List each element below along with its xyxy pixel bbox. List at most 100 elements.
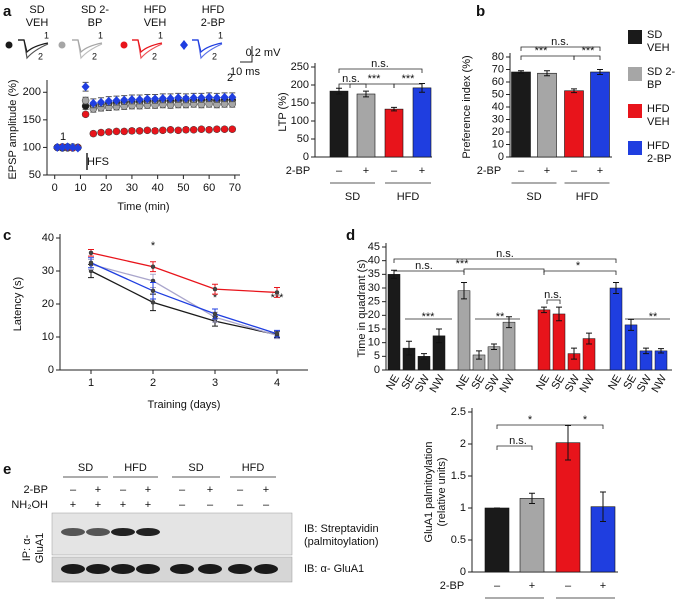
- legend-marker: [5, 41, 13, 49]
- error-bar: [529, 492, 535, 505]
- error-bar: [363, 90, 369, 98]
- error-bar: [406, 340, 412, 356]
- point: [197, 125, 206, 133]
- bar: [519, 498, 545, 573]
- trace-label: 2: [152, 51, 157, 61]
- treatment-sign: –: [120, 484, 127, 496]
- annotation: ***: [368, 73, 382, 85]
- x-tick-label: 60: [203, 182, 215, 194]
- bracket: [338, 68, 423, 73]
- error-bar: [565, 424, 571, 461]
- point: [89, 98, 98, 108]
- legend-label: HFD VEH: [143, 4, 167, 29]
- y-tick-label: 150: [23, 114, 41, 126]
- bar: [564, 90, 584, 158]
- point: [220, 125, 229, 133]
- error-bar: [600, 491, 606, 522]
- treatment-sign: –: [179, 499, 186, 511]
- bracket: [496, 424, 569, 429]
- y-tick-label: 45: [368, 241, 380, 253]
- y-tick-label: 100: [291, 115, 309, 127]
- y-tick-label: 10: [42, 331, 54, 343]
- point: [120, 95, 129, 105]
- point: [182, 126, 190, 134]
- quadrant-label: NW: [650, 372, 670, 394]
- trace: [132, 39, 163, 54]
- annotation: n.s.: [496, 248, 514, 260]
- y-tick-label: 200: [291, 79, 309, 91]
- blot-group-label: HFD: [124, 462, 147, 474]
- bracket: [496, 445, 533, 450]
- treatment-sign: –: [336, 165, 343, 177]
- point: [68, 142, 77, 152]
- error-bar: [643, 347, 649, 355]
- y-tick-label: 30: [42, 265, 54, 277]
- point: [88, 250, 94, 256]
- treatment-sign: +: [145, 484, 151, 496]
- annotation: n.s.: [342, 73, 360, 85]
- y-axis-label: GluA1 palmitoylation (relative units): [423, 441, 448, 543]
- annotation: ***: [582, 45, 596, 57]
- y-tick-label: 35: [368, 268, 380, 280]
- bar: [654, 350, 668, 371]
- annotation: n.s.: [371, 58, 389, 70]
- group-label: SD: [507, 606, 522, 607]
- treatment-sign: –: [70, 484, 77, 496]
- treatment-sign: +: [263, 484, 269, 496]
- point: [150, 288, 156, 294]
- legend-label: SD 2-BP: [647, 66, 676, 91]
- annotation: 10 ms: [230, 66, 260, 78]
- point: [220, 92, 229, 102]
- point: [213, 125, 221, 133]
- point: [174, 93, 183, 103]
- quadrant-label: NE: [606, 373, 624, 392]
- error-bar: [544, 70, 550, 77]
- point: [112, 96, 121, 106]
- point: [205, 126, 213, 134]
- annotation: n.s.: [544, 289, 562, 301]
- x-tick-label: 1: [88, 377, 94, 389]
- y-tick-label: 200: [23, 86, 41, 98]
- y-tick-label: 0: [498, 151, 504, 163]
- annotation: ***: [422, 311, 436, 323]
- bar: [624, 324, 638, 371]
- y-tick-label: 250: [291, 61, 309, 73]
- y-tick-label: 50: [492, 88, 504, 100]
- treatment-sign: –: [518, 165, 525, 177]
- annotation: **: [496, 311, 505, 323]
- y-tick-label: 0: [48, 364, 54, 376]
- bracket: [463, 268, 545, 273]
- point: [135, 94, 144, 104]
- point: [228, 125, 237, 133]
- band: [111, 564, 135, 574]
- y-tick-label: 60: [492, 76, 504, 88]
- point: [112, 127, 121, 136]
- annotation: HFS: [87, 156, 109, 168]
- y-tick-label: 5: [374, 350, 380, 362]
- y-tick-label: 20: [492, 126, 504, 138]
- bar: [552, 313, 566, 371]
- point: [143, 126, 152, 135]
- band: [61, 564, 85, 574]
- annotation: ***: [535, 45, 549, 57]
- annotation: *: [528, 414, 533, 426]
- bracket: [393, 258, 617, 263]
- x-axis-label: Training (days): [148, 399, 221, 411]
- trace-label: 1: [98, 30, 103, 40]
- trace: [18, 39, 49, 60]
- bar: [590, 71, 610, 158]
- blot-row-label: NH₂OH: [11, 499, 48, 511]
- trace: [192, 39, 223, 54]
- bracket: [573, 55, 601, 60]
- series-line: [90, 252, 278, 294]
- error-bar: [336, 87, 342, 95]
- bar: [356, 93, 376, 158]
- bracket: [546, 299, 561, 304]
- band: [86, 564, 110, 574]
- point: [89, 129, 98, 138]
- point: [274, 290, 280, 295]
- treatment-sign: –: [571, 165, 578, 177]
- y-tick-label: 30: [492, 113, 504, 125]
- blot-group-label: SD: [78, 462, 93, 474]
- panel-letter: e: [3, 461, 11, 478]
